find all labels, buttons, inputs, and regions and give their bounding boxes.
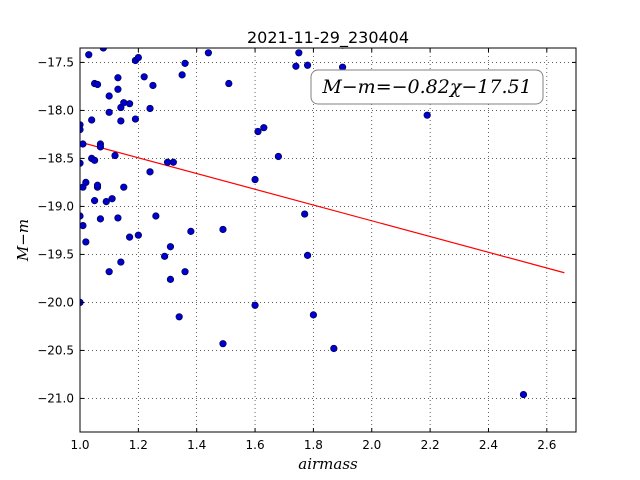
data-point (126, 100, 134, 108)
data-point (181, 268, 189, 276)
annotation-frame (310, 69, 544, 105)
data-point (292, 62, 300, 70)
y-gridlines (80, 62, 576, 399)
data-point (82, 238, 90, 246)
data-point (146, 104, 154, 113)
y-tick-label: −20.5 (37, 343, 74, 357)
data-point (140, 73, 148, 81)
data-point (330, 344, 338, 353)
x-tick-label: 1.8 (304, 438, 323, 452)
data-point (93, 181, 102, 189)
data-point (117, 117, 125, 125)
data-point (114, 85, 122, 93)
data-point (85, 51, 93, 59)
data-point (105, 268, 113, 276)
data-point (169, 158, 177, 166)
x-tick-label: 1.2 (129, 438, 148, 452)
data-point (219, 225, 227, 234)
data-point (225, 79, 233, 88)
data-point (204, 49, 212, 57)
data-point (126, 233, 134, 241)
y-tick-label: −21.0 (37, 391, 74, 405)
data-point (96, 215, 105, 223)
x-tick-label: 2.4 (479, 438, 498, 452)
data-point (90, 197, 99, 205)
data-point (274, 152, 283, 161)
fit-equation: M−m=−0.82χ−17.51 (321, 76, 531, 98)
data-point (146, 168, 154, 176)
x-tick-label: 1.4 (187, 438, 206, 452)
fit-line (80, 141, 565, 274)
data-point (181, 59, 189, 67)
y-tick-label: −19.0 (37, 199, 74, 213)
data-point (102, 198, 110, 206)
data-point (80, 212, 84, 220)
data-point (303, 251, 312, 259)
data-point (88, 116, 96, 124)
plot-frame (79, 47, 577, 433)
data-point (96, 143, 105, 151)
data-point (108, 195, 116, 203)
x-tick-label: 2.2 (421, 438, 440, 452)
data-point (254, 127, 262, 136)
data-point (152, 212, 160, 220)
data-point (219, 340, 227, 348)
data-point (149, 81, 157, 90)
data-point (111, 151, 119, 160)
data-point (131, 115, 140, 123)
y-tick-label: −20.0 (37, 295, 74, 309)
data-point (80, 140, 87, 148)
data-point (301, 210, 309, 218)
data-point (114, 74, 122, 82)
data-point (117, 258, 125, 266)
y-axis: −17.5 −18.0 −18.5 −19.0 −19.5 −20.0 −20.5 −21.0 (37, 55, 576, 405)
data-point (166, 243, 175, 251)
x-tick-label: 2.6 (537, 438, 556, 452)
data-point (80, 126, 84, 134)
x-axis-label: airmass (298, 455, 358, 473)
x-tick-label: 1.0 (70, 438, 89, 452)
data-point (295, 49, 303, 57)
data-point (309, 311, 318, 319)
y-axis-label: M−m (14, 219, 32, 262)
y-tick-label: −19.5 (37, 247, 74, 261)
y-tick-label: −17.5 (37, 55, 74, 69)
data-point (105, 92, 113, 100)
data-point (93, 80, 102, 89)
x-tick-label: 2.0 (362, 438, 381, 452)
y-tick-label: −18.0 (37, 103, 74, 117)
data-point (80, 222, 87, 230)
data-point (134, 53, 142, 62)
y-tick-label: −18.5 (37, 151, 74, 165)
data-point (175, 313, 183, 321)
chart-title: 2021-11-29_230404 (247, 28, 409, 48)
data-point (134, 231, 142, 239)
data-point (82, 178, 90, 186)
data-point (251, 175, 259, 184)
data-point (303, 61, 312, 69)
x-axis: 1.0 1.2 1.4 1.6 1.8 2.0 2.2 2.4 2.6 (70, 48, 556, 452)
plot-area (80, 48, 576, 432)
data-point (161, 252, 169, 260)
data-point (90, 156, 99, 164)
data-point (251, 301, 259, 309)
data-point (120, 99, 128, 107)
data-point (260, 124, 268, 132)
data-point (105, 108, 113, 116)
data-point (519, 390, 528, 399)
x-tick-label: 1.6 (246, 438, 265, 452)
data-point (114, 214, 122, 222)
fit-equation-box: M−m=−0.82χ−17.51 (310, 69, 544, 105)
data-point (423, 111, 431, 119)
data-point (166, 275, 175, 283)
fit-line-layer (80, 141, 565, 274)
data-point (187, 227, 195, 235)
data-point (80, 159, 84, 167)
data-point (178, 71, 186, 79)
data-points (80, 48, 528, 399)
data-point (120, 183, 128, 191)
